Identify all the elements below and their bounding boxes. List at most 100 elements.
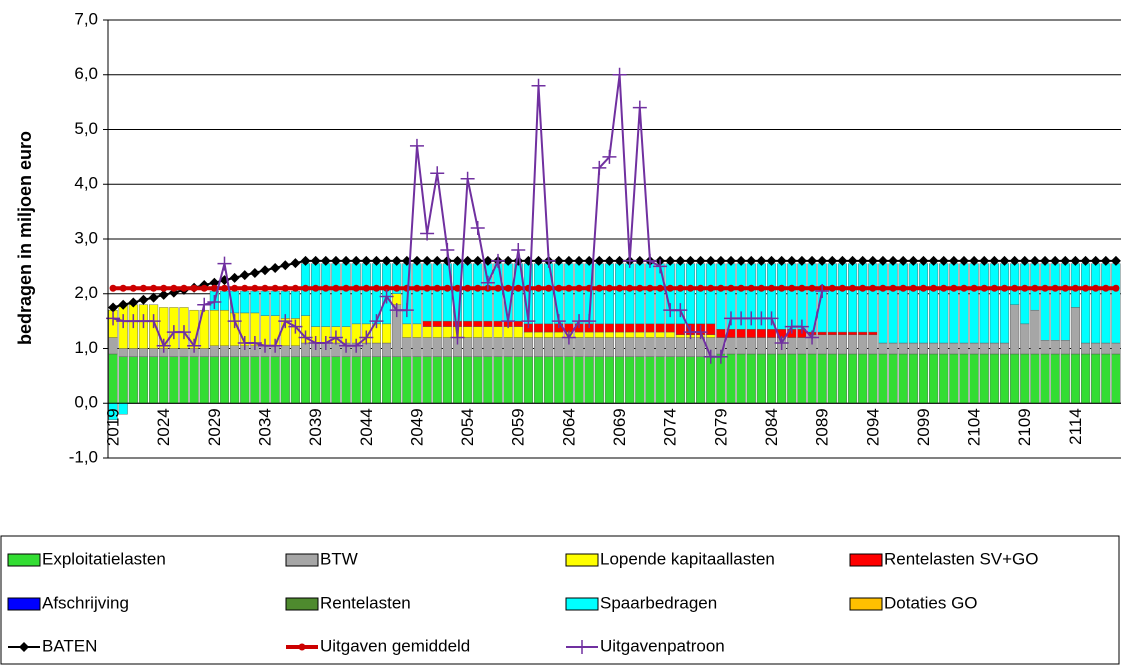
marker (342, 284, 350, 292)
bar-segment (149, 356, 159, 404)
marker (990, 284, 998, 292)
bar-segment (108, 353, 118, 404)
bar-segment (483, 320, 493, 327)
bar-segment (321, 356, 331, 404)
bar-segment (635, 323, 645, 333)
bar-segment (635, 356, 645, 404)
bar-segment (847, 353, 858, 404)
bar-segment (888, 353, 898, 404)
marker (452, 255, 463, 266)
marker (808, 284, 816, 292)
bar-segment (442, 320, 452, 327)
marker (494, 284, 502, 292)
bar-segment (878, 353, 888, 404)
marker (1011, 284, 1019, 292)
marker (1090, 255, 1101, 266)
marker (19, 642, 29, 652)
legend-box (0, 535, 1120, 665)
bar-segment (706, 323, 716, 336)
marker (381, 255, 392, 266)
x-tick-label: 2024 (154, 408, 173, 446)
x-tick-label: 2039 (306, 408, 325, 446)
bar-segment (280, 356, 290, 404)
marker (330, 255, 341, 266)
marker (480, 275, 495, 290)
marker (673, 303, 688, 318)
bar-segment (594, 337, 604, 357)
marker (574, 255, 585, 266)
marker (602, 149, 617, 164)
bar-segment (625, 323, 635, 333)
marker (270, 263, 281, 274)
bar-segment (503, 337, 513, 357)
marker (757, 284, 765, 292)
bar-segment (361, 356, 371, 404)
bar-segment (939, 263, 949, 344)
marker (636, 284, 644, 292)
bar-segment (615, 337, 625, 357)
bar-segment (1111, 342, 1121, 355)
marker (420, 226, 435, 241)
marker (879, 284, 887, 292)
bar-segment (858, 331, 868, 336)
marker (656, 284, 664, 292)
bar-segment (888, 342, 898, 355)
legend-label: Dotaties GO (884, 593, 978, 612)
x-tick-label: 2079 (711, 408, 730, 446)
bar-segment (1030, 309, 1040, 355)
bar-segment (999, 342, 1010, 355)
marker (359, 330, 374, 345)
y-tick-label: -1,0 (69, 447, 98, 466)
marker (584, 255, 595, 266)
bar-segment (777, 353, 787, 404)
legend-label: Afschrijving (42, 593, 129, 612)
bar-segment (858, 353, 868, 404)
bar-segment (584, 337, 594, 357)
bar-segment (1040, 340, 1050, 355)
bar-segment (1060, 263, 1070, 341)
marker (361, 255, 372, 266)
marker (453, 284, 461, 292)
bar-segment (554, 356, 564, 404)
bar-segment (382, 356, 392, 404)
bar-segment (685, 337, 696, 357)
marker (867, 255, 878, 266)
bar-segment (493, 326, 503, 338)
bar-segment (594, 331, 604, 338)
marker (776, 255, 787, 266)
bar-segment (219, 290, 230, 311)
bar-segment (949, 353, 959, 404)
marker (857, 255, 868, 266)
bar-segment (918, 342, 929, 355)
bar-segment (493, 263, 503, 322)
marker (261, 284, 269, 292)
y-axis-title: bedragen in miljoen euro (15, 131, 35, 345)
marker (298, 330, 313, 345)
bar-segment (645, 323, 655, 333)
bar-segment (726, 353, 736, 404)
bar-segment (1111, 353, 1121, 404)
bar-segment (473, 337, 483, 357)
legend-swatch (849, 597, 883, 611)
bar-segment (219, 345, 230, 357)
bar-segment (432, 320, 442, 327)
bar-segment (108, 337, 118, 355)
legend-swatch (285, 597, 319, 611)
bar-segment (564, 263, 574, 325)
marker (686, 284, 694, 292)
bar-segment (1060, 353, 1070, 404)
marker (1019, 255, 1030, 266)
marker (462, 255, 473, 266)
bar-segment (766, 329, 777, 338)
bar-segment (604, 331, 614, 338)
bar-segment (371, 356, 382, 404)
bar-segment (290, 345, 300, 357)
bar-segment (432, 263, 442, 322)
x-tick-label: 2064 (559, 408, 578, 446)
bar-segment (868, 334, 878, 355)
bar-segment (219, 309, 230, 346)
legend-swatch (565, 597, 599, 611)
bar-segment (625, 331, 635, 338)
bar-segment (1070, 307, 1080, 355)
